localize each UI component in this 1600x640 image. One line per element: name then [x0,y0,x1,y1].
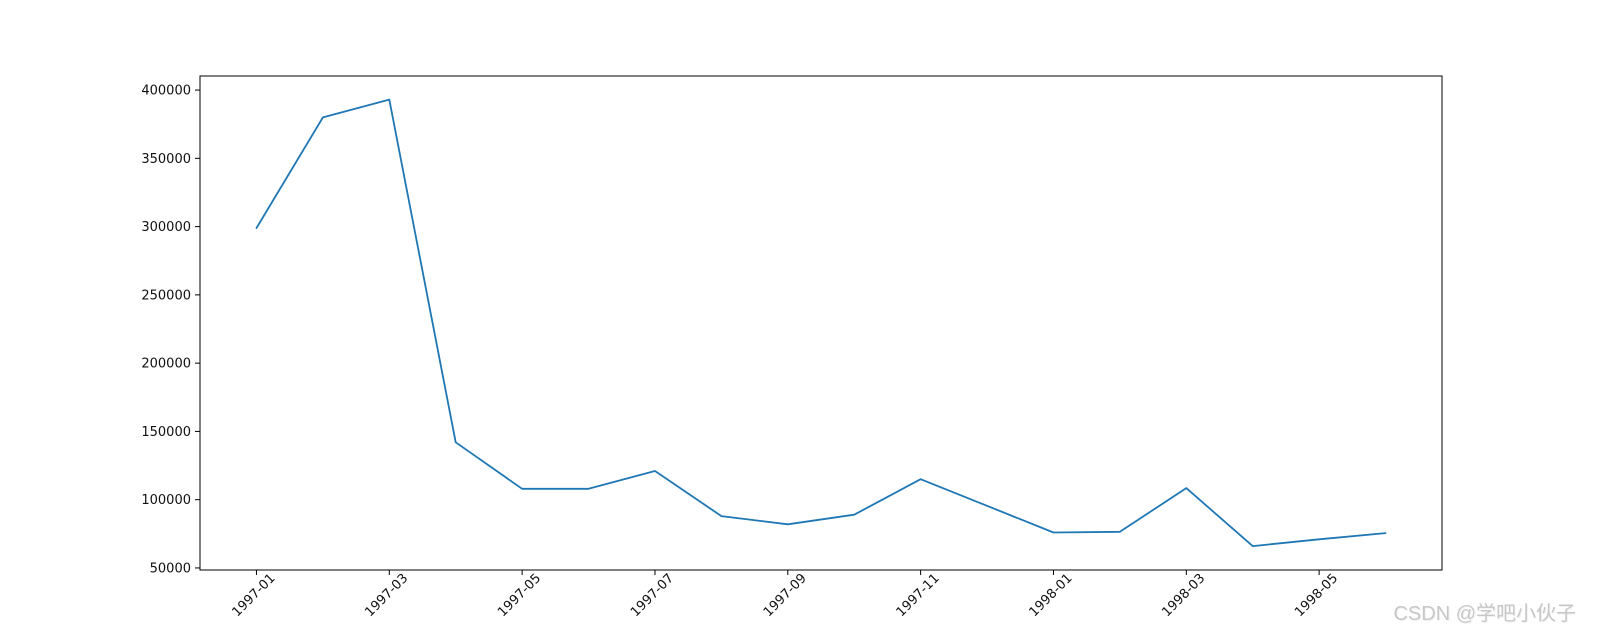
x-tick-label: 1998-03 [1159,571,1208,620]
y-tick-label: 100000 [141,493,191,508]
x-tick-label: 1997-05 [495,571,544,620]
y-tick-label: 50000 [150,561,191,576]
x-tick-label: 1998-05 [1292,571,1341,620]
x-tick-label: 1997-03 [362,571,411,620]
x-tick-label: 1997-09 [761,571,810,620]
x-tick-label: 1997-11 [894,571,943,620]
watermark-text: CSDN @学吧小伙子 [1393,603,1576,625]
y-tick-label: 250000 [141,288,191,303]
y-tick-label: 400000 [141,84,191,99]
y-tick-label: 300000 [141,220,191,235]
y-tick-label: 150000 [141,425,191,440]
plot-border [199,75,1443,571]
x-tick-label: 1997-01 [230,571,279,620]
y-tick-label: 200000 [141,357,191,372]
x-tick-label: 1997-07 [628,571,677,620]
data-line [255,98,1387,547]
y-tick-label: 350000 [141,152,191,167]
x-tick-label: 1998-01 [1027,571,1076,620]
